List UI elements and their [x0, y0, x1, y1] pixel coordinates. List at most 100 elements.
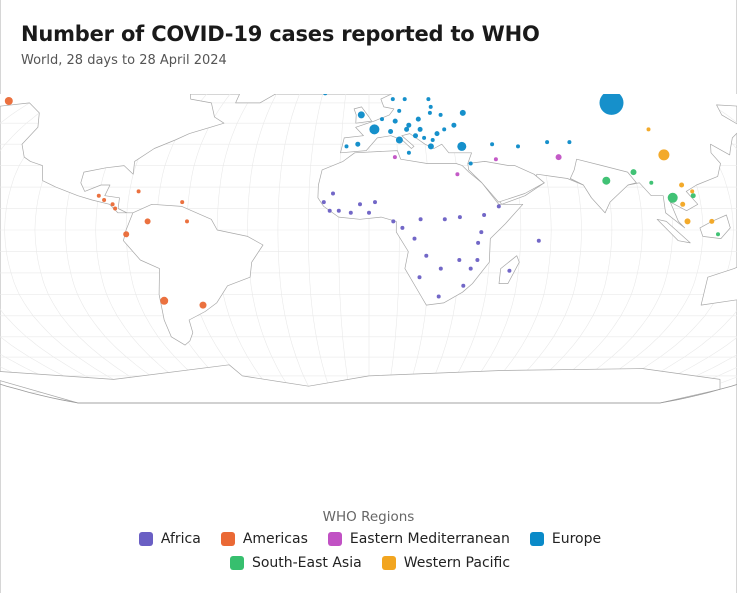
legend-item-europe[interactable]: Europe	[529, 530, 601, 548]
case-bubble-se_asia[interactable]	[649, 180, 654, 185]
case-bubble-africa[interactable]	[507, 268, 512, 273]
case-bubble-africa[interactable]	[436, 294, 441, 299]
case-bubble-western_pacific[interactable]	[679, 182, 685, 188]
case-bubble-eastern_med[interactable]	[455, 172, 460, 177]
case-bubble-americas[interactable]	[144, 218, 151, 225]
case-bubble-americas[interactable]	[160, 296, 169, 305]
case-bubble-africa[interactable]	[442, 217, 447, 222]
case-bubble-europe[interactable]	[406, 122, 412, 128]
case-bubble-se_asia[interactable]	[690, 193, 696, 199]
case-bubble-europe[interactable]	[417, 126, 423, 132]
case-bubble-africa[interactable]	[476, 240, 481, 245]
case-bubble-africa[interactable]	[367, 210, 371, 215]
case-bubble-europe[interactable]	[355, 141, 361, 147]
legend-item-eastern_med[interactable]: Eastern Mediterranean	[327, 530, 510, 548]
case-bubble-europe[interactable]	[516, 144, 520, 149]
case-bubble-europe[interactable]	[427, 110, 432, 115]
case-bubble-western_pacific[interactable]	[658, 149, 670, 161]
case-bubble-western_pacific[interactable]	[690, 189, 695, 194]
world-map[interactable]	[0, 94, 737, 494]
case-bubble-americas[interactable]	[4, 97, 13, 105]
case-bubble-africa[interactable]	[412, 236, 417, 241]
case-bubble-europe[interactable]	[390, 97, 395, 102]
case-bubble-eastern_med[interactable]	[392, 155, 397, 160]
case-bubble-europe[interactable]	[397, 108, 402, 113]
case-bubble-africa[interactable]	[424, 253, 429, 258]
case-bubble-africa[interactable]	[438, 266, 443, 271]
case-bubble-africa[interactable]	[468, 266, 473, 271]
case-bubble-europe[interactable]	[459, 109, 466, 116]
case-bubble-americas[interactable]	[113, 206, 118, 211]
case-bubble-europe[interactable]	[599, 94, 624, 115]
case-bubble-europe[interactable]	[402, 97, 407, 102]
case-bubble-americas[interactable]	[180, 200, 185, 205]
case-bubble-europe[interactable]	[380, 117, 384, 122]
case-bubble-africa[interactable]	[391, 219, 396, 224]
case-bubble-africa[interactable]	[418, 217, 423, 222]
case-bubble-africa[interactable]	[358, 202, 362, 207]
case-bubble-western_pacific[interactable]	[680, 201, 686, 207]
case-bubble-western_pacific[interactable]	[646, 127, 651, 132]
case-bubble-africa[interactable]	[457, 258, 462, 262]
case-bubble-africa[interactable]	[417, 275, 422, 280]
legend-item-western_pacific[interactable]: Western Pacific	[381, 554, 510, 572]
case-bubble-africa[interactable]	[373, 200, 377, 205]
case-bubble-europe[interactable]	[357, 111, 365, 119]
case-bubble-africa[interactable]	[475, 258, 480, 262]
case-bubble-europe[interactable]	[567, 140, 572, 145]
case-bubble-americas[interactable]	[199, 301, 207, 309]
case-bubble-europe[interactable]	[369, 124, 380, 135]
case-bubble-europe[interactable]	[404, 126, 410, 132]
legend-item-africa[interactable]: Africa	[138, 530, 201, 548]
case-bubble-americas[interactable]	[102, 198, 107, 202]
case-bubble-europe[interactable]	[413, 133, 418, 139]
case-bubble-se_asia[interactable]	[602, 176, 611, 185]
case-bubble-europe[interactable]	[427, 143, 434, 150]
case-bubble-africa[interactable]	[479, 230, 484, 235]
legend-item-americas[interactable]: Americas	[220, 530, 308, 548]
case-bubble-africa[interactable]	[461, 283, 466, 288]
case-bubble-americas[interactable]	[136, 189, 141, 194]
case-bubble-africa[interactable]	[457, 215, 462, 220]
legend-item-se_asia[interactable]: South-East Asia	[229, 554, 362, 572]
case-bubble-europe[interactable]	[428, 104, 433, 109]
case-bubble-europe[interactable]	[434, 131, 440, 137]
case-bubble-europe[interactable]	[344, 144, 349, 149]
case-bubble-western_pacific[interactable]	[684, 218, 691, 225]
case-bubble-africa[interactable]	[331, 191, 335, 196]
case-bubble-europe[interactable]	[406, 150, 411, 155]
case-bubble-americas[interactable]	[96, 193, 101, 198]
case-bubble-europe[interactable]	[442, 127, 447, 132]
case-bubble-europe[interactable]	[392, 118, 398, 124]
case-bubble-americas[interactable]	[123, 231, 130, 238]
case-bubble-europe[interactable]	[490, 142, 495, 147]
case-bubble-eastern_med[interactable]	[555, 154, 562, 161]
case-bubble-europe[interactable]	[545, 140, 550, 145]
case-bubble-europe[interactable]	[430, 138, 435, 142]
case-bubble-africa[interactable]	[496, 204, 501, 209]
case-bubble-americas[interactable]	[110, 202, 115, 207]
case-bubble-africa[interactable]	[336, 208, 341, 213]
case-bubble-se_asia[interactable]	[716, 232, 720, 237]
case-bubble-africa[interactable]	[321, 200, 326, 205]
case-bubble-se_asia[interactable]	[667, 192, 678, 203]
case-bubble-africa[interactable]	[482, 213, 487, 217]
case-bubble-europe[interactable]	[426, 97, 431, 102]
case-bubble-europe[interactable]	[395, 136, 403, 144]
case-bubble-europe[interactable]	[415, 116, 421, 122]
case-bubble-europe[interactable]	[457, 141, 467, 151]
case-bubble-africa[interactable]	[400, 225, 405, 230]
case-bubble-europe[interactable]	[468, 161, 473, 166]
case-bubble-europe[interactable]	[422, 135, 427, 140]
case-bubble-se_asia[interactable]	[630, 169, 637, 176]
case-bubble-africa[interactable]	[536, 238, 541, 243]
case-bubble-western_pacific[interactable]	[709, 218, 715, 224]
case-bubble-europe[interactable]	[451, 122, 457, 128]
case-bubble-europe[interactable]	[438, 112, 443, 117]
case-bubble-africa[interactable]	[348, 210, 353, 215]
case-bubble-africa[interactable]	[327, 208, 332, 213]
case-bubble-europe[interactable]	[323, 94, 328, 96]
case-bubble-eastern_med[interactable]	[493, 157, 498, 162]
case-bubble-americas[interactable]	[185, 219, 189, 224]
case-bubble-europe[interactable]	[388, 129, 394, 134]
